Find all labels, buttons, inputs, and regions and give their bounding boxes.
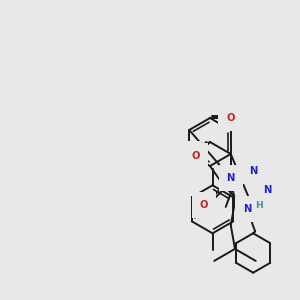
Text: N: N: [263, 185, 272, 195]
Text: O: O: [200, 200, 208, 210]
Text: N: N: [249, 166, 258, 176]
Text: H: H: [255, 201, 263, 210]
Text: N: N: [226, 173, 235, 183]
Text: N: N: [185, 149, 194, 159]
Text: O: O: [191, 152, 200, 161]
Text: O: O: [226, 113, 235, 123]
Text: N: N: [243, 204, 251, 214]
